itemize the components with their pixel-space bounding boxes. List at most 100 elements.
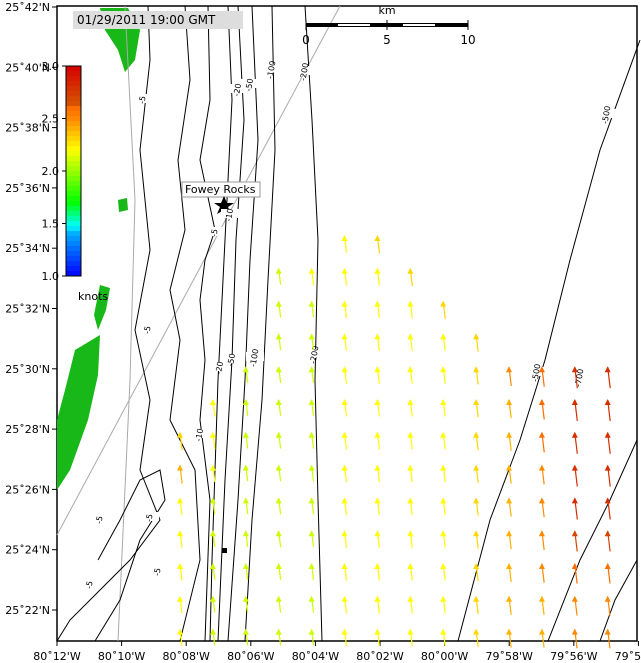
current-vector	[209, 628, 216, 646]
colorbar-cell	[66, 66, 81, 72]
contour-label-bg	[191, 429, 209, 438]
vector-head	[604, 595, 611, 602]
vector-head	[473, 464, 480, 471]
vector-head	[242, 563, 249, 569]
current-vector	[440, 464, 447, 483]
vector-head	[604, 530, 611, 537]
current-vector	[571, 431, 578, 454]
shoreline	[56, 5, 341, 642]
scale-bar-segment	[403, 24, 435, 26]
vector-head	[506, 399, 512, 405]
vector-head	[374, 235, 381, 241]
vector-head	[604, 464, 611, 471]
current-vector	[242, 497, 249, 515]
contour-label: -50	[244, 78, 255, 92]
vector-head	[571, 530, 578, 537]
current-vector	[308, 399, 315, 416]
current-vector	[209, 431, 216, 450]
lon-label: 79˚58'W	[485, 650, 533, 663]
current-vector	[242, 530, 249, 548]
current-vector	[341, 235, 348, 253]
current-vector	[473, 333, 480, 352]
vector-head	[506, 563, 512, 569]
vector-head	[473, 497, 480, 504]
lat-label: 25˚28'N	[5, 423, 50, 436]
current-vector	[407, 464, 414, 483]
vector-head	[209, 399, 216, 405]
vector-head	[473, 595, 480, 602]
vector-head	[209, 464, 216, 471]
vector-head	[308, 333, 315, 340]
vector-head	[341, 595, 348, 602]
vector-head	[440, 595, 447, 602]
current-vector	[407, 431, 414, 450]
current-vector	[341, 595, 348, 614]
current-vector	[341, 431, 348, 450]
vector-head	[177, 431, 183, 438]
lon-label: 80˚12'W	[33, 650, 81, 663]
vector-head	[374, 530, 381, 537]
contour-label: -200	[298, 62, 310, 81]
vector-head	[275, 595, 282, 602]
current-vector	[571, 366, 578, 389]
vector-head	[275, 431, 282, 438]
current-vector	[506, 431, 512, 451]
colorbar-unit: knots	[78, 290, 108, 303]
current-vector	[341, 366, 348, 384]
current-vector	[407, 300, 414, 319]
current-vector	[374, 431, 381, 450]
current-vector	[604, 366, 611, 389]
contour-label: -10	[194, 428, 205, 442]
point-marker	[222, 548, 227, 553]
vector-head	[374, 267, 381, 274]
colorbar-tick-label: 2.0	[42, 165, 60, 178]
colorbar-cell	[66, 96, 81, 102]
colorbar-cell	[66, 161, 81, 167]
vector-head	[407, 333, 414, 340]
vector-head	[407, 366, 414, 373]
lat-label: 25˚36'N	[5, 182, 50, 195]
contour-label: -5	[84, 580, 94, 589]
colorbar-cell	[66, 156, 81, 162]
current-vector	[538, 563, 545, 583]
vector-head	[604, 497, 611, 504]
vector-head	[374, 366, 381, 373]
current-vector	[308, 595, 315, 613]
colorbar-cell	[66, 246, 81, 252]
current-vector	[374, 300, 381, 319]
contour-label: -100	[265, 60, 277, 79]
vector-head	[242, 530, 249, 537]
vector-head	[538, 563, 545, 569]
vector-head	[440, 399, 447, 405]
current-vector	[407, 530, 414, 548]
current-vector	[242, 366, 249, 384]
vector-head	[374, 595, 381, 602]
vector-head	[209, 563, 216, 569]
current-vector	[571, 399, 578, 422]
vector-head	[407, 399, 414, 405]
current-vector	[341, 267, 348, 286]
current-vector	[571, 497, 578, 520]
contour-label-bg	[241, 79, 259, 88]
vector-head	[407, 595, 414, 602]
vector-head	[341, 530, 348, 537]
contour-label-bg	[134, 94, 152, 103]
colorbar-cell	[66, 226, 81, 232]
colorbar-cell	[66, 191, 81, 197]
current-vector	[209, 530, 216, 548]
vector-head	[604, 399, 611, 405]
lon-label: 80˚08'W	[162, 650, 210, 663]
current-vector	[506, 497, 512, 517]
vector-head	[604, 431, 611, 438]
current-vector	[374, 235, 381, 254]
vector-head	[506, 464, 512, 471]
vector-head	[308, 595, 315, 602]
current-vector	[538, 628, 545, 648]
current-vector	[473, 497, 480, 516]
vector-head	[308, 530, 315, 537]
current-vector	[407, 563, 414, 581]
colorbar-cell	[66, 256, 81, 262]
colorbar-cell	[66, 171, 81, 177]
current-vector	[571, 595, 578, 616]
current-vector	[407, 366, 414, 384]
